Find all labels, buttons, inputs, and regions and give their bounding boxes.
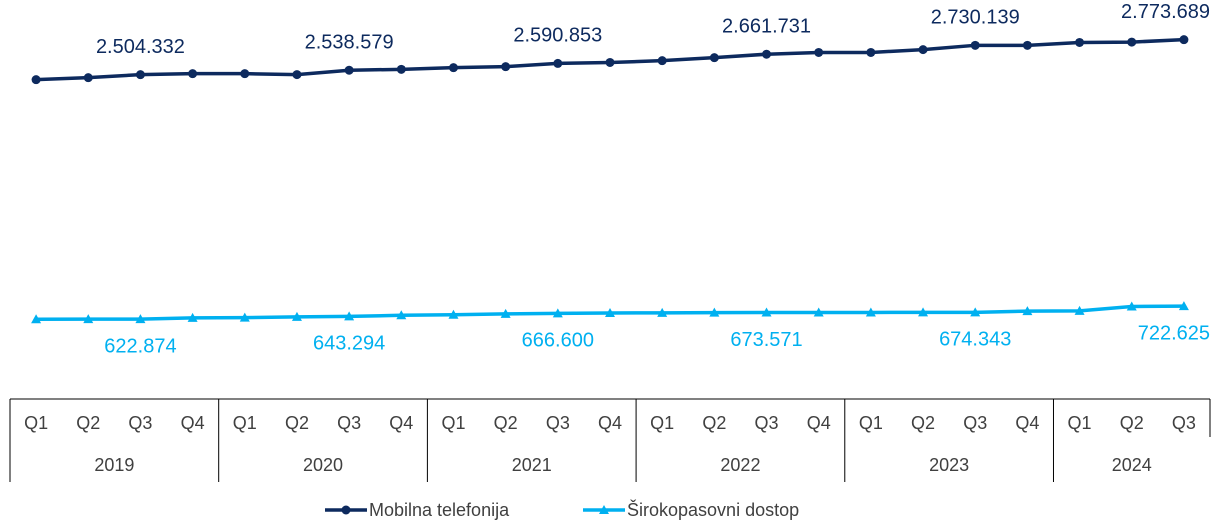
- group-label: 2021: [512, 455, 552, 475]
- legend-label: Mobilna telefonija: [369, 500, 510, 520]
- data-point: [501, 62, 511, 72]
- data-point: [552, 308, 563, 318]
- x-tick-label: Q3: [546, 413, 570, 433]
- group-label: 2019: [94, 455, 134, 475]
- data-point: [396, 64, 406, 74]
- data-point: [657, 56, 667, 66]
- group-label: 2020: [303, 455, 343, 475]
- data-point: [918, 45, 928, 55]
- data-point: [970, 40, 980, 50]
- x-tick-label: Q1: [859, 413, 883, 433]
- data-point: [1127, 37, 1137, 47]
- data-label: 673.571: [730, 329, 802, 351]
- x-tick-label: Q1: [24, 413, 48, 433]
- x-tick-label: Q2: [702, 413, 726, 433]
- x-tick-label: Q3: [337, 413, 361, 433]
- data-label: 2.538.579: [305, 31, 394, 53]
- data-point: [866, 47, 876, 57]
- x-tick-label: Q4: [181, 413, 205, 433]
- data-point: [448, 309, 459, 319]
- x-tick-label: Q3: [755, 413, 779, 433]
- data-point: [813, 307, 824, 317]
- data-point: [1022, 40, 1032, 50]
- data-point: [865, 307, 876, 317]
- data-point: [240, 69, 250, 79]
- data-point: [448, 63, 458, 73]
- data-point: [553, 58, 563, 68]
- data-label: 722.625: [1138, 322, 1210, 344]
- data-point: [814, 47, 824, 57]
- data-point: [83, 73, 93, 83]
- data-point: [1179, 35, 1189, 45]
- data-label: 622.874: [104, 335, 176, 357]
- legend-marker: [599, 505, 609, 514]
- data-point: [31, 75, 41, 85]
- x-tick-label: Q3: [963, 413, 987, 433]
- data-point: [188, 69, 198, 79]
- data-point: [605, 307, 615, 317]
- data-point: [31, 314, 42, 324]
- data-label: 666.600: [522, 330, 594, 352]
- x-tick-label: Q2: [76, 413, 100, 433]
- data-point: [135, 314, 146, 324]
- data-point: [187, 312, 198, 322]
- data-point: [761, 307, 772, 317]
- x-tick-label: Q4: [389, 413, 413, 433]
- data-point: [657, 307, 668, 317]
- data-label: 2.661.731: [722, 15, 811, 37]
- data-point: [709, 53, 719, 63]
- data-point: [500, 308, 511, 318]
- x-tick-label: Q2: [285, 413, 309, 433]
- data-point: [605, 57, 615, 67]
- x-tick-label: Q3: [1172, 413, 1196, 433]
- data-point: [291, 311, 302, 321]
- data-label: 2.504.332: [96, 36, 185, 58]
- x-tick-label: Q2: [494, 413, 518, 433]
- data-label: 2.773.689: [1121, 1, 1210, 23]
- data-point: [709, 307, 720, 317]
- x-tick-label: Q2: [1120, 413, 1144, 433]
- data-point: [292, 70, 302, 80]
- data-point: [1126, 301, 1137, 311]
- group-label: 2022: [720, 455, 760, 475]
- legend-label: Širokopasovni dostop: [627, 499, 799, 520]
- data-point: [396, 310, 407, 320]
- data-point: [344, 311, 355, 321]
- data-point: [239, 312, 250, 322]
- data-label: 674.343: [939, 329, 1011, 351]
- x-tick-label: Q1: [1068, 413, 1092, 433]
- x-tick-label: Q4: [1015, 413, 1039, 433]
- x-tick-label: Q4: [598, 413, 622, 433]
- data-point: [1074, 305, 1085, 315]
- group-label: 2024: [1112, 455, 1152, 475]
- x-tick-label: Q3: [128, 413, 152, 433]
- data-point: [1178, 301, 1189, 311]
- data-point: [1022, 306, 1033, 316]
- x-tick-label: Q2: [911, 413, 935, 433]
- data-label: 643.294: [313, 333, 385, 355]
- data-point: [135, 70, 145, 80]
- data-label: 2.590.853: [513, 25, 602, 47]
- legend-marker: [341, 505, 351, 515]
- data-point: [83, 314, 94, 324]
- x-tick-label: Q1: [233, 413, 257, 433]
- x-tick-label: Q1: [650, 413, 674, 433]
- group-label: 2023: [929, 455, 969, 475]
- data-point: [970, 307, 981, 317]
- data-point: [762, 49, 772, 59]
- data-label: 2.730.139: [931, 7, 1020, 29]
- data-point: [1075, 37, 1085, 47]
- data-point: [918, 307, 929, 317]
- data-point: [344, 65, 354, 75]
- x-tick-label: Q4: [807, 413, 831, 433]
- x-tick-label: Q1: [441, 413, 465, 433]
